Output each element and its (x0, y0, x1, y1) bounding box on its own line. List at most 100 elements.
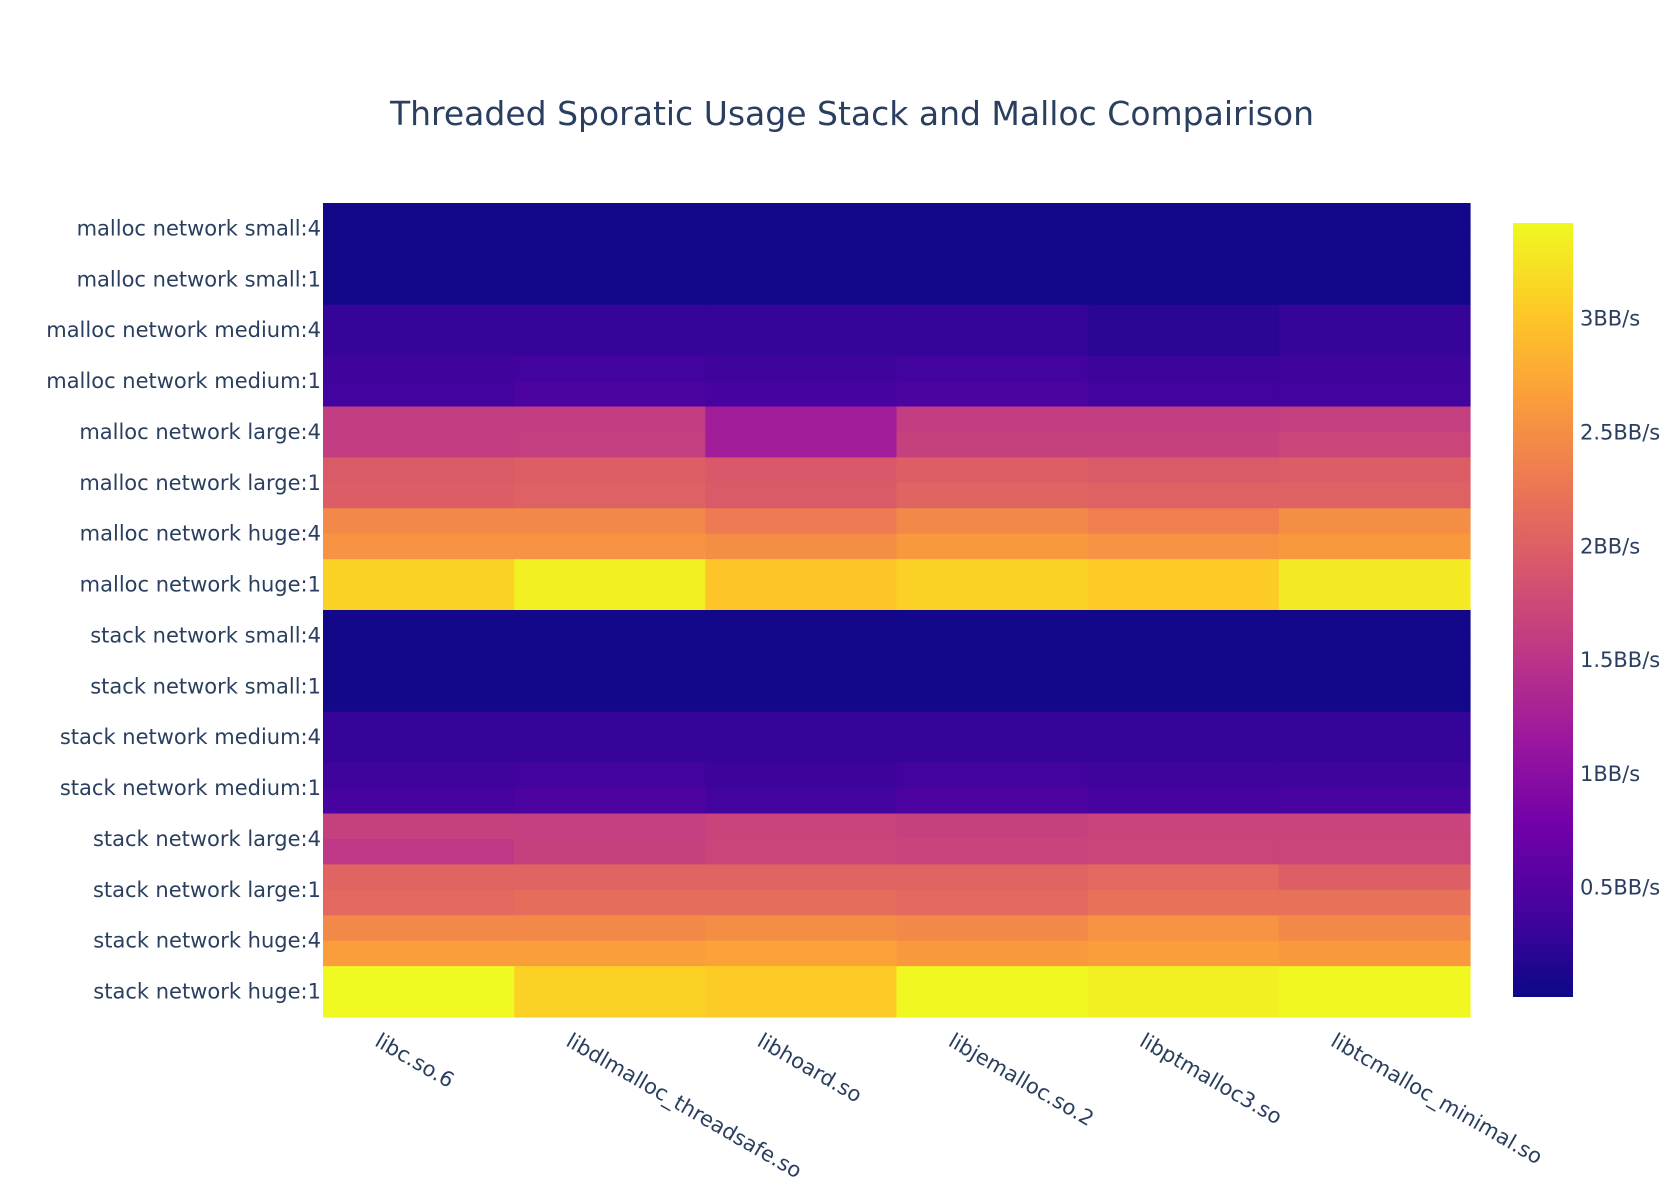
heatmap-cell (323, 610, 515, 637)
heatmap-cell (1278, 737, 1471, 764)
heatmap-cell (1278, 355, 1471, 382)
heatmap-cell (896, 788, 1089, 815)
heatmap-cell (705, 457, 898, 484)
heatmap-cell (1087, 330, 1280, 357)
heatmap-cell (323, 330, 515, 357)
heatmap-cell (1278, 228, 1471, 255)
heatmap-cell (323, 355, 515, 382)
heatmap-cell (323, 915, 515, 942)
heatmap-cell (323, 940, 515, 967)
heatmap-cell (1087, 991, 1280, 1018)
heatmap-cell (705, 991, 898, 1018)
heatmap-cell (896, 406, 1089, 433)
heatmap-cell (514, 889, 706, 916)
colorbar-gradient (1513, 223, 1573, 997)
heatmap-cell (1278, 431, 1471, 458)
heatmap-cell (1278, 457, 1471, 484)
heatmap-cell (705, 864, 898, 891)
heatmap-cell (896, 279, 1089, 306)
heatmap-cell (1278, 279, 1471, 306)
heatmap-cell (896, 584, 1089, 611)
heatmap-cell (323, 482, 515, 509)
heatmap-cell (1087, 813, 1280, 840)
y-tick-label: malloc network huge:1 (80, 573, 321, 597)
heatmap-cell (896, 966, 1089, 993)
y-tick-label: stack network large:4 (93, 827, 321, 851)
heatmap-cell (1087, 508, 1280, 535)
heatmap-cell (323, 304, 515, 331)
heatmap-cell (323, 228, 515, 255)
heatmap-cell (514, 966, 706, 993)
heatmap-cell (1087, 610, 1280, 637)
heatmap-cell (323, 660, 515, 687)
heatmap-cell (323, 508, 515, 535)
colorbar-tick-label: 3BB/s (1580, 307, 1640, 331)
heatmap-cell (514, 813, 706, 840)
heatmap-cell (1087, 864, 1280, 891)
y-tick-label: malloc network small:4 (77, 216, 321, 240)
heatmap-cell (514, 635, 706, 662)
heatmap-cell (705, 431, 898, 458)
heatmap-cell (705, 533, 898, 560)
heatmap-cell (1278, 559, 1471, 586)
heatmap-cell (896, 533, 1089, 560)
heatmap-cell (705, 304, 898, 331)
heatmap-cell (1087, 966, 1280, 993)
heatmap-cell (323, 838, 515, 865)
heatmap-cell (896, 559, 1089, 586)
heatmap-cell (1087, 279, 1280, 306)
heatmap-cell (514, 253, 706, 280)
colorbar: 0.5BB/s 1BB/s 1.5BB/s 2BB/s 2.5BB/s 3BB/s (1513, 223, 1660, 997)
heatmap-cell (1278, 610, 1471, 637)
heatmap-cell (323, 203, 515, 230)
heatmap-cell (1278, 660, 1471, 687)
heatmap-cell (514, 304, 706, 331)
heatmap-cell (705, 737, 898, 764)
heatmap-cell (1087, 889, 1280, 916)
heatmap-cell (1278, 711, 1471, 738)
heatmap-cell (514, 330, 706, 357)
heatmap-cell (514, 991, 706, 1018)
heatmap-cell (1278, 482, 1471, 509)
y-tick-label: stack network small:1 (90, 674, 321, 698)
colorbar-tick-label: 0.5BB/s (1580, 876, 1660, 900)
heatmap-cell (705, 966, 898, 993)
heatmap-cell (1278, 686, 1471, 713)
y-tick-label: stack network medium:4 (60, 725, 321, 749)
heatmap-cell (1087, 686, 1280, 713)
heatmap-cell (705, 813, 898, 840)
heatmap-cell (896, 304, 1089, 331)
heatmap-cell (1087, 406, 1280, 433)
heatmap-cell (1087, 559, 1280, 586)
heatmap-cell (705, 253, 898, 280)
heatmap-cell (705, 279, 898, 306)
heatmap-cell (896, 482, 1089, 509)
colorbar-tick-label: 1.5BB/s (1580, 648, 1660, 672)
heatmap-cell (896, 228, 1089, 255)
heatmap-cell (1278, 508, 1471, 535)
heatmap-cell (1087, 788, 1280, 815)
heatmap-cell (1278, 203, 1471, 230)
heatmap-cell (323, 584, 515, 611)
heatmap-cell (1278, 813, 1471, 840)
heatmap-cell (896, 915, 1089, 942)
y-tick-label: stack network huge:4 (93, 929, 321, 953)
heatmap-cell (1278, 253, 1471, 280)
heatmap-cell (705, 711, 898, 738)
heatmap-cell (514, 381, 706, 408)
heatmap-cell (1087, 203, 1280, 230)
y-tick-label: malloc network large:1 (79, 471, 321, 495)
heatmap-cell (323, 457, 515, 484)
heatmap-cell (705, 940, 898, 967)
heatmap-cell (1278, 940, 1471, 967)
heatmap-cell (896, 457, 1089, 484)
heatmap-cell (896, 508, 1089, 535)
heatmap-cell (514, 355, 706, 382)
heatmap-cell (896, 381, 1089, 408)
heatmap-cell (896, 355, 1089, 382)
heatmap-cell (1087, 304, 1280, 331)
heatmap-cell (514, 508, 706, 535)
heatmap-cell (896, 203, 1089, 230)
heatmap-cell (896, 330, 1089, 357)
